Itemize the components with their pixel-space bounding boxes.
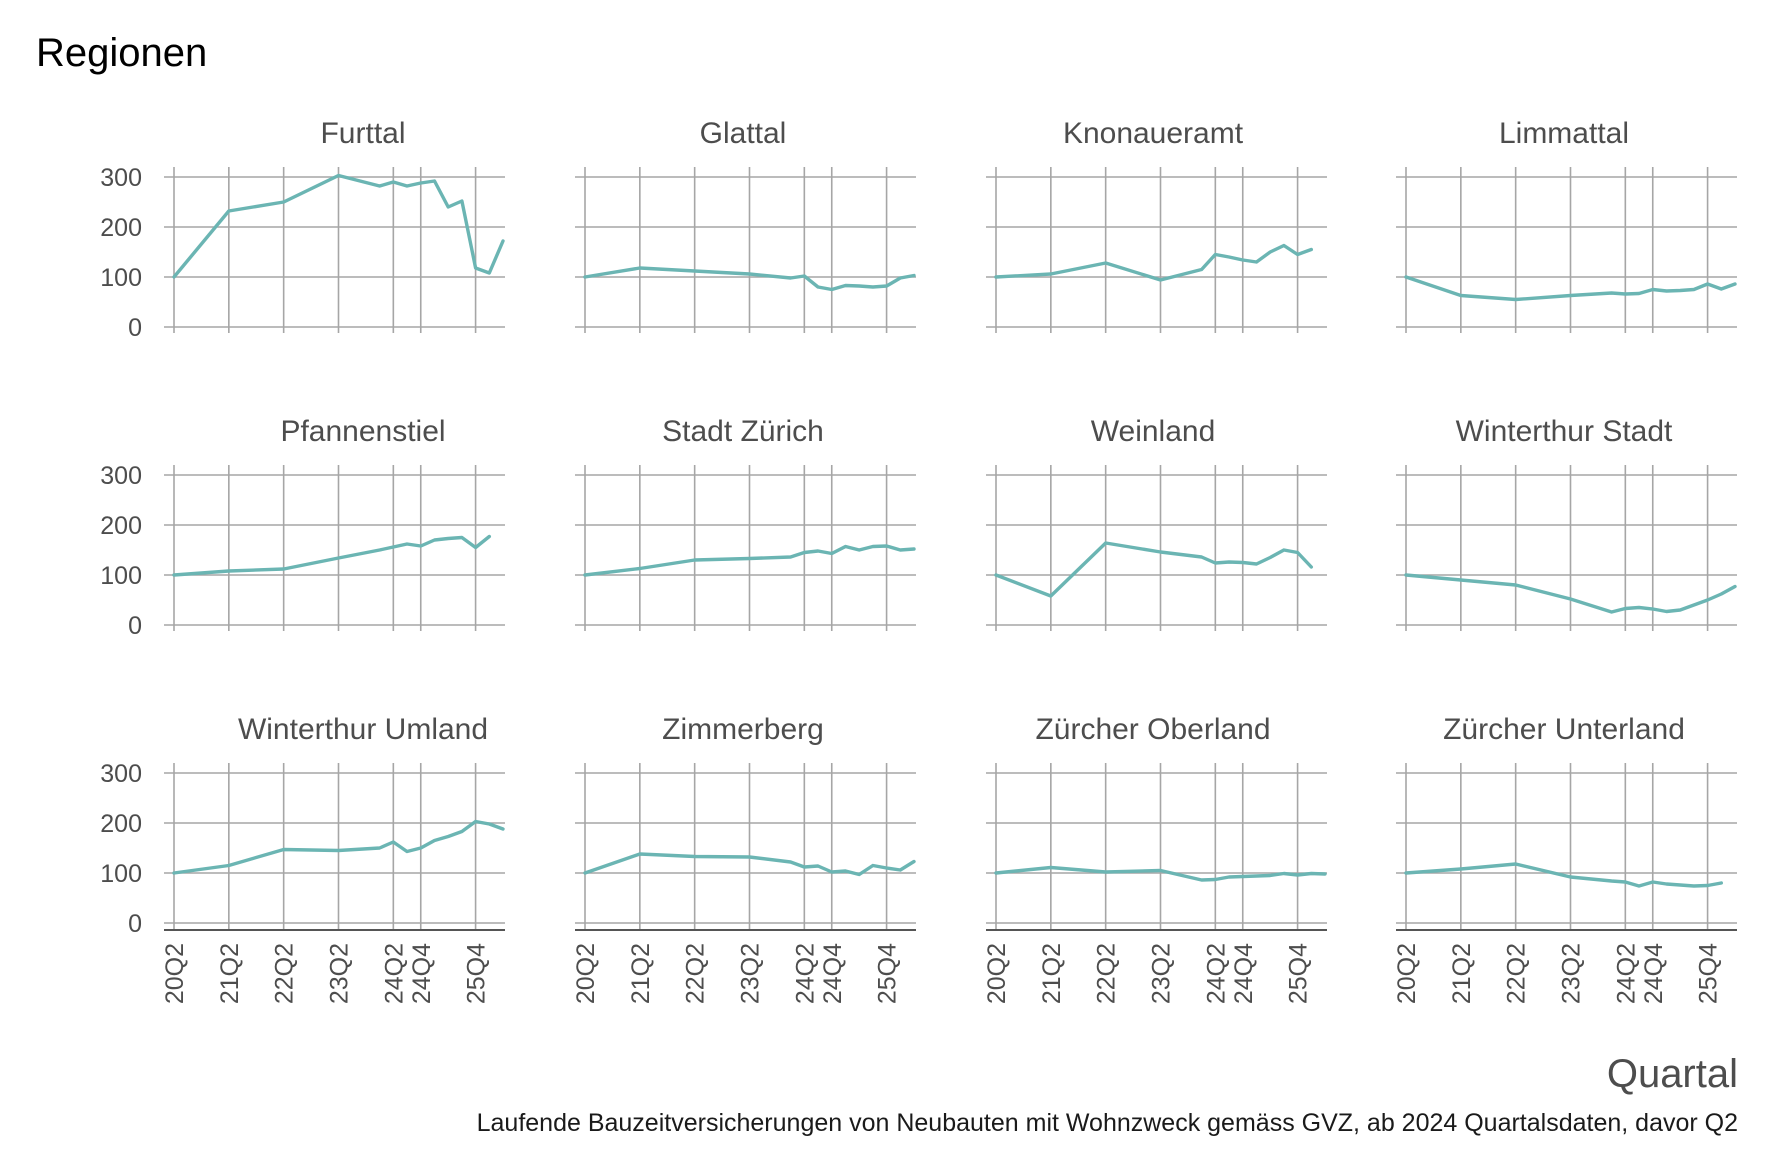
x-tick-label: 22Q2 bbox=[1503, 943, 1531, 1004]
chart-caption: Laufende Bauzeitversicherungen von Neuba… bbox=[477, 1109, 1738, 1137]
series-line bbox=[172, 173, 505, 279]
panel-pfannenstiel: Pfannenstiel 0 100 200 300 bbox=[100, 415, 505, 640]
x-tick-label: 25Q4 bbox=[874, 943, 902, 1004]
series-line bbox=[172, 819, 505, 875]
y-tick-label: 300 bbox=[100, 760, 142, 788]
x-tick-label: 25Q4 bbox=[463, 943, 491, 1004]
x-tick-label: 24Q2 bbox=[380, 943, 408, 1004]
panel-winterthur-umland: Winterthur Umland 0 100 200 300 20Q2 21Q2 22Q2 2… bbox=[100, 713, 505, 1004]
x-tick-label: 24Q4 bbox=[1230, 943, 1258, 1004]
series-line bbox=[583, 266, 916, 292]
panel-limmattal: Limmattal bbox=[1396, 117, 1737, 333]
y-tick-label: 100 bbox=[100, 562, 142, 590]
x-tick-label: 22Q2 bbox=[271, 943, 299, 1004]
x-tick-label: 24Q2 bbox=[1202, 943, 1230, 1004]
series-line bbox=[172, 534, 491, 577]
x-tick-label: 21Q2 bbox=[1448, 943, 1476, 1004]
panel-zimmerberg: Zimmerberg 20Q2 21Q2 22Q2 23Q2 24Q2 24Q4 25Q4 bbox=[572, 713, 916, 1004]
x-tick-label: 23Q2 bbox=[737, 943, 765, 1004]
x-tick-label: 24Q4 bbox=[819, 943, 847, 1004]
y-tick-label: 200 bbox=[100, 512, 142, 540]
series-line bbox=[994, 243, 1313, 282]
series-line bbox=[1404, 862, 1723, 888]
panel-title: Furttal bbox=[320, 117, 405, 150]
x-tick-label: 23Q2 bbox=[1558, 943, 1586, 1004]
x-tick-label: 22Q2 bbox=[682, 943, 710, 1004]
x-tick-label: 20Q2 bbox=[1393, 943, 1421, 1004]
chart-title: Regionen bbox=[36, 31, 207, 75]
series-line bbox=[583, 544, 916, 577]
panel-furttal: Furttal 0 100 200 300 bbox=[100, 117, 505, 342]
x-tick-label: 24Q2 bbox=[791, 943, 819, 1004]
panel-title: Zürcher Unterland bbox=[1443, 713, 1685, 746]
panel-winterthur-stadt: Winterthur Stadt bbox=[1396, 415, 1737, 631]
x-tick-label: 23Q2 bbox=[1148, 943, 1176, 1004]
y-tick-label: 0 bbox=[128, 314, 142, 342]
panel-title: Winterthur Stadt bbox=[1456, 415, 1673, 448]
panel-title: Glattal bbox=[700, 117, 787, 150]
series-line bbox=[583, 852, 916, 877]
panel-zuercher-oberland: Zürcher Oberland 20Q2 21Q2 22Q2 23Q2 24Q2 24Q4… bbox=[983, 713, 1327, 1004]
panel-zuercher-unterland: Zürcher Unterland 20Q2 21Q2 22Q2 23Q2 24Q2 24Q… bbox=[1393, 713, 1737, 1004]
y-tick-label: 300 bbox=[100, 462, 142, 490]
panel-title: Stadt Zürich bbox=[662, 415, 824, 448]
x-axis-label: Quartal bbox=[1607, 1052, 1738, 1096]
y-tick-label: 0 bbox=[128, 910, 142, 938]
y-tick-label: 0 bbox=[128, 612, 142, 640]
panel-title: Weinland bbox=[1091, 415, 1216, 448]
panel-title: Winterthur Umland bbox=[238, 713, 488, 746]
y-tick-label: 100 bbox=[100, 264, 142, 292]
panel-title: Pfannenstiel bbox=[280, 415, 445, 448]
panel-title: Zimmerberg bbox=[662, 713, 824, 746]
x-tick-label: 25Q4 bbox=[1285, 943, 1313, 1004]
y-tick-label: 300 bbox=[100, 164, 142, 192]
panel-stadt-zuerich: Stadt Zürich bbox=[575, 415, 916, 631]
x-tick-label: 24Q4 bbox=[1640, 943, 1668, 1004]
x-tick-label: 24Q4 bbox=[408, 943, 436, 1004]
x-tick-label: 21Q2 bbox=[627, 943, 655, 1004]
series-line bbox=[994, 541, 1313, 598]
x-tick-label: 20Q2 bbox=[983, 943, 1011, 1004]
panel-weinland: Weinland bbox=[986, 415, 1327, 631]
y-tick-label: 200 bbox=[100, 214, 142, 242]
panel-title: Zürcher Oberland bbox=[1035, 713, 1270, 746]
panel-knonaueramt: Knonaueramt bbox=[986, 117, 1327, 333]
x-tick-label: 20Q2 bbox=[161, 943, 189, 1004]
series-line bbox=[1404, 275, 1737, 302]
facet-panels: Furttal 0 100 200 300 Glattal Knonaueramt Limma… bbox=[100, 117, 1737, 1004]
x-tick-label: 21Q2 bbox=[1038, 943, 1066, 1004]
x-tick-label: 21Q2 bbox=[216, 943, 244, 1004]
series-line bbox=[1404, 573, 1737, 614]
x-tick-label: 22Q2 bbox=[1093, 943, 1121, 1004]
x-tick-label: 23Q2 bbox=[326, 943, 354, 1004]
x-tick-label: 24Q2 bbox=[1612, 943, 1640, 1004]
y-tick-label: 200 bbox=[100, 810, 142, 838]
x-tick-label: 25Q4 bbox=[1695, 943, 1723, 1004]
panel-title: Knonaueramt bbox=[1063, 117, 1244, 150]
panel-glattal: Glattal bbox=[575, 117, 916, 333]
x-tick-label: 20Q2 bbox=[572, 943, 600, 1004]
y-tick-label: 100 bbox=[100, 860, 142, 888]
series-line bbox=[994, 865, 1327, 882]
panel-title: Limmattal bbox=[1499, 117, 1629, 150]
